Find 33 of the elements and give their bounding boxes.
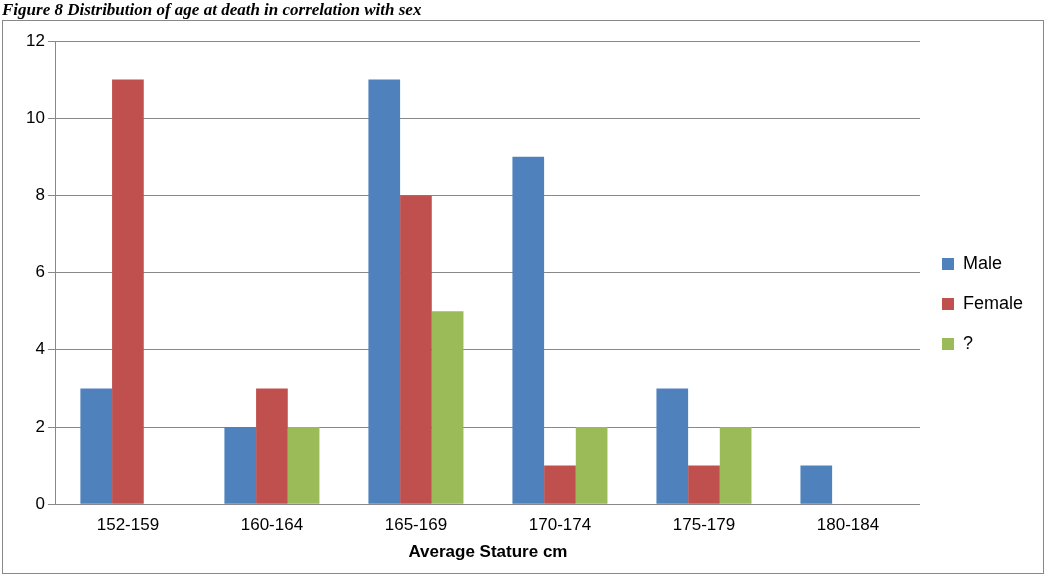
legend-label: Male (962, 252, 1002, 273)
y-tick-label: 12 (25, 30, 45, 50)
x-tick-label: 170-174 (528, 515, 592, 535)
bar (224, 427, 257, 504)
bar (800, 465, 833, 504)
y-tick-label: 10 (25, 107, 45, 127)
y-tick-label: 8 (35, 185, 45, 205)
bar (512, 156, 545, 504)
bar (431, 311, 464, 504)
y-tick-label: 6 (35, 262, 45, 282)
bar (256, 388, 288, 504)
bar (400, 195, 432, 504)
bar (287, 427, 320, 504)
bar (719, 427, 752, 504)
bar (80, 388, 113, 504)
bar (575, 427, 608, 504)
bar (112, 79, 144, 504)
x-tick-label: 160-164 (240, 515, 304, 535)
x-tick-label: 165-169 (384, 515, 448, 535)
legend-label: ? (962, 332, 973, 353)
x-tick-label: 152-159 (96, 515, 160, 535)
bar (688, 465, 720, 504)
x-tick-label: 175-179 (672, 515, 736, 535)
y-tick-label: 0 (35, 493, 45, 513)
bar (368, 79, 401, 504)
y-tick-label: 4 (35, 339, 45, 359)
bar (544, 465, 576, 504)
x-axis-title: Average Stature cm (408, 542, 568, 562)
x-tick-label: 180-184 (816, 515, 880, 535)
legend-label: Female (962, 292, 1024, 313)
bar (656, 388, 689, 504)
chart-title: Figure 8 Distribution of age at death in correlation with sex (2, 0, 422, 20)
y-tick-label: 2 (35, 416, 45, 436)
